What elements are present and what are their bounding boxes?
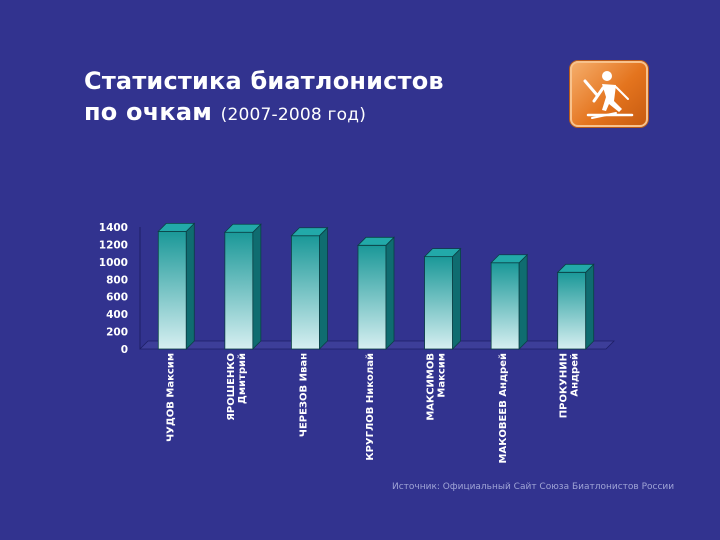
bar-top [290, 227, 329, 237]
y-tick-label: 1000 [99, 257, 128, 269]
bar-side [385, 236, 395, 350]
y-tick-label: 1400 [99, 222, 128, 234]
bar-side [319, 226, 328, 350]
biathlon-logo [570, 61, 648, 127]
title-years: (2007-2008 год) [220, 105, 367, 125]
bar-top [423, 248, 462, 258]
x-tick-label: КРУГЛОВ Николай [365, 353, 376, 461]
chart-category-labels: ЧУДОВ Максим ЯРОШЕНКО Дмитрий ЧЕРЕЗОВ Иван К… [165, 353, 580, 464]
bar-front [291, 235, 320, 350]
y-tick-label: 200 [106, 327, 128, 339]
x-tick-label-line: Андрей [570, 353, 581, 397]
x-tick-label-line: КРУГЛОВ Николай [365, 353, 376, 461]
y-tick-label: 400 [106, 309, 128, 321]
bar-top [157, 222, 196, 232]
bar-side [185, 222, 195, 350]
bar [157, 222, 196, 350]
bar-front [557, 271, 587, 350]
source-note: Источник: Официальный Сайт Союза Биатлон… [392, 482, 675, 492]
bar-top [357, 236, 395, 246]
x-tick-label: ЧЕРЕЗОВ Иван [298, 353, 309, 437]
y-tick-label: 0 [121, 344, 128, 356]
biathlon-skier-icon [583, 71, 634, 119]
bar [490, 253, 529, 350]
y-tick-label: 800 [106, 274, 128, 286]
y-tick-label: 600 [106, 292, 128, 304]
bar-front [490, 262, 520, 350]
x-tick-label-line: ЧЕРЕЗОВ Иван [298, 353, 309, 437]
bar-front [424, 256, 453, 350]
bar-top [556, 263, 595, 273]
x-tick-label-line: Дмитрий [237, 353, 248, 404]
x-tick-label-line: Максим [437, 353, 448, 398]
x-tick-label: МАКОВЕЕВ Андрей [498, 353, 509, 463]
x-tick-label-line: ПРОКУНИН [559, 353, 570, 418]
bar-front [224, 231, 254, 350]
bar [223, 223, 262, 350]
bar-top [223, 223, 262, 233]
x-tick-label-line: ЯРОШЕНКО [226, 353, 237, 421]
bar-side [585, 263, 595, 350]
x-tick-label-line: МАКОВЕЕВ Андрей [498, 353, 509, 463]
bar [290, 226, 329, 350]
bar-side [518, 253, 528, 350]
title-line2-bold: по очкам [84, 98, 213, 126]
title-line1: Статистика биатлонистов [84, 67, 444, 95]
bar-side [452, 247, 461, 350]
x-tick-label: МАКСИМОВ Максим [426, 353, 448, 421]
bar [556, 263, 595, 350]
bar [357, 236, 395, 350]
chart-bars [157, 222, 595, 350]
page-title: Статистика биатлонистов по очкам (2007-2… [84, 66, 444, 131]
bar [423, 247, 462, 350]
y-tick-label: 1200 [99, 239, 128, 251]
bar-front [357, 244, 387, 350]
x-tick-label: ЯРОШЕНКО Дмитрий [226, 353, 248, 421]
x-tick-label: ЧУДОВ Максим [165, 353, 176, 442]
x-tick-label-line: ЧУДОВ Максим [165, 353, 176, 442]
bar-front [157, 230, 187, 350]
title-line2: по очкам (2007-2008 год) [84, 97, 444, 131]
x-tick-label: ПРОКУНИН Андрей [559, 353, 581, 418]
bar-top [490, 254, 529, 264]
x-tick-label-line: МАКСИМОВ [426, 353, 437, 421]
bar-side [252, 223, 262, 350]
